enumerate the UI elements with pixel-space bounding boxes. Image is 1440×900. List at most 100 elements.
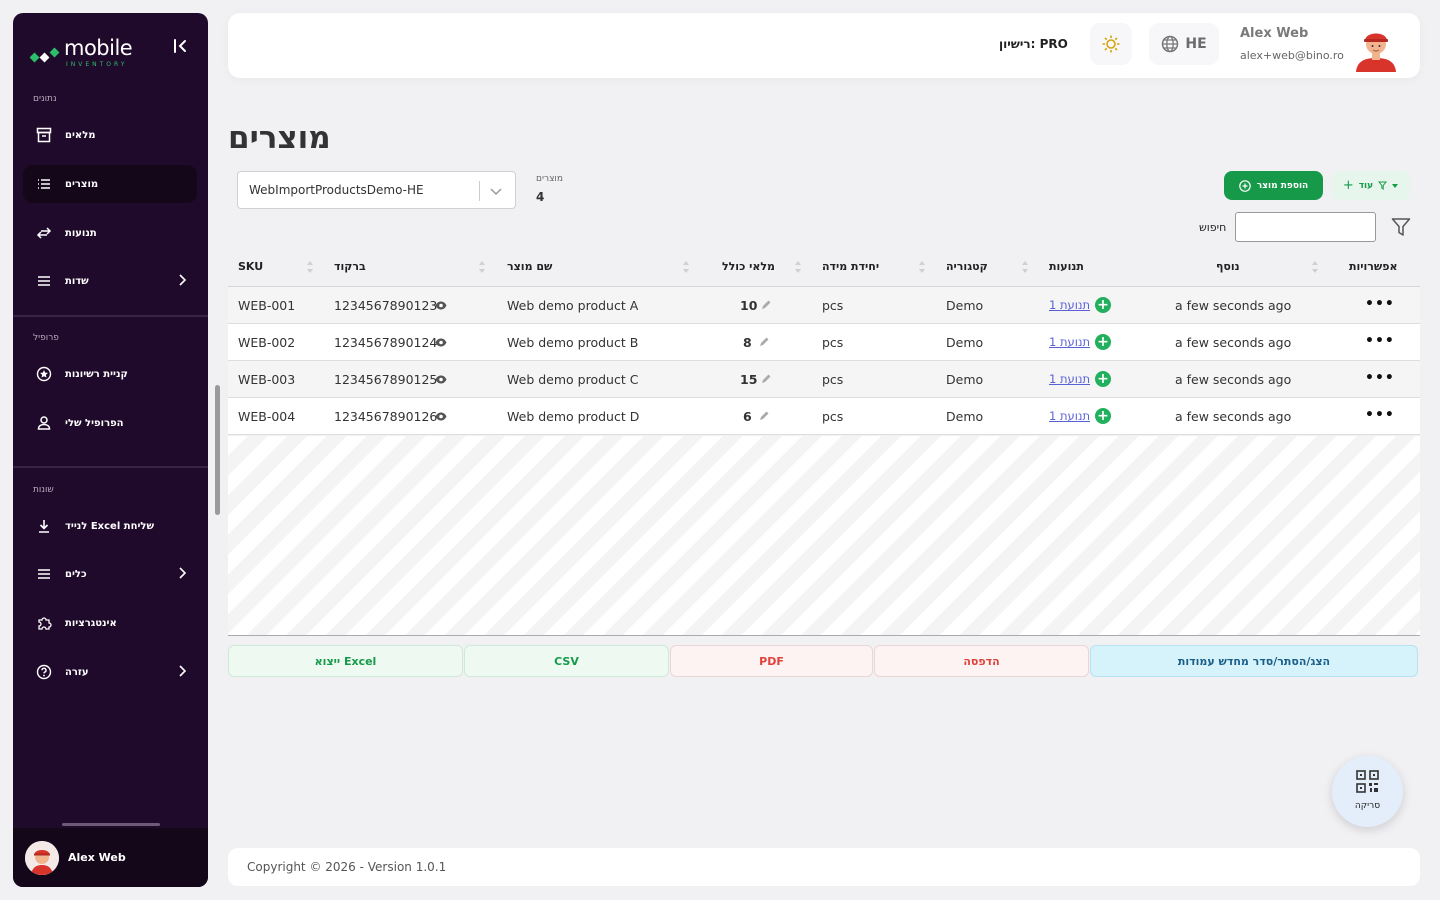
collapse-sidebar-button[interactable] [171, 37, 189, 55]
cell-total-stock: 6 [743, 409, 752, 424]
export-csv-button[interactable]: CSV [464, 645, 669, 677]
table-row[interactable]: WEB-004 1234567890126 Web demo product D… [228, 398, 1420, 435]
sidebar-item-integrations[interactable]: אינטגרציות [23, 604, 197, 642]
sidebar-item-fields[interactable]: שדות [23, 262, 197, 300]
language-button[interactable]: HE [1149, 23, 1219, 65]
eye-icon[interactable] [435, 338, 447, 347]
logo-text: mobile [64, 36, 133, 60]
cell-category: Demo [946, 372, 984, 387]
cell-unit: pcs [822, 335, 844, 350]
cell-added: a few seconds ago [1175, 298, 1292, 313]
cell-total-stock: 15 [740, 372, 758, 387]
chevron-down-icon [490, 188, 502, 196]
table-row[interactable]: WEB-003 1234567890125 Web demo product C… [228, 361, 1420, 398]
print-button[interactable]: הדפסה [874, 645, 1089, 677]
sidebar: mobile INVENTORY נתונים מלאים מוצרים תנו… [13, 13, 208, 887]
app-logo[interactable]: mobile INVENTORY [29, 36, 144, 73]
sidebar-scrollbar[interactable] [62, 823, 160, 826]
sidebar-item-buy-licenses[interactable]: קניית רשיונות [23, 355, 197, 393]
page-scrollbar[interactable] [215, 385, 220, 515]
table-row[interactable]: WEB-002 1234567890124 Web demo product B… [228, 324, 1420, 361]
column-header-total-stock[interactable]: מלאי כולל [722, 260, 776, 273]
eye-icon[interactable] [435, 301, 447, 310]
row-options-icon[interactable]: ••• [1365, 333, 1395, 349]
cell-product-name: Web demo product A [507, 298, 639, 313]
column-header-category[interactable]: קטגוריה [946, 260, 988, 273]
scan-button[interactable]: סריקה [1332, 756, 1403, 827]
caret-down-icon [1392, 183, 1399, 188]
help-icon [35, 663, 53, 681]
sort-icon[interactable] [478, 259, 486, 275]
more-button[interactable]: + עוד [1331, 171, 1410, 200]
list-icon [35, 175, 53, 193]
cell-added: a few seconds ago [1175, 409, 1292, 424]
pencil-icon[interactable] [758, 410, 770, 422]
column-header-barcode[interactable]: ברקוד [334, 260, 366, 273]
sort-icon[interactable] [1311, 259, 1319, 275]
row-options-icon[interactable]: ••• [1365, 407, 1395, 423]
cell-product-name: Web demo product B [507, 335, 639, 350]
movements-link[interactable]: 1 תנועת [1049, 335, 1091, 349]
table-row[interactable]: WEB-001 1234567890123 Web demo product A… [228, 287, 1420, 324]
filter-icon[interactable] [1391, 217, 1411, 237]
eye-icon[interactable] [435, 412, 447, 421]
movements-link[interactable]: 1 תנועת [1049, 409, 1091, 423]
sidebar-item-help[interactable]: עזרה [23, 653, 197, 691]
language-code: HE [1185, 36, 1207, 52]
pencil-icon[interactable] [760, 299, 772, 311]
add-product-button[interactable]: הוספת מוצר [1224, 171, 1323, 200]
row-options-icon[interactable]: ••• [1365, 296, 1395, 312]
row-options-icon[interactable]: ••• [1365, 370, 1395, 386]
sort-icon[interactable] [794, 259, 802, 275]
column-header-sku[interactable]: SKU [238, 260, 264, 273]
sort-icon[interactable] [306, 259, 314, 275]
column-header-unit[interactable]: יחידת מידה [822, 260, 880, 273]
sidebar-item-send-excel[interactable]: לנייד Excel שליחת [23, 507, 197, 545]
cell-barcode: 1234567890123 [334, 298, 438, 313]
sidebar-item-stock[interactable]: מלאים [23, 116, 197, 154]
table-header: SKU ברקוד שם מוצר מלאי כולל יחידת מידה ק… [228, 250, 1420, 287]
sidebar-item-products[interactable]: מוצרים [23, 165, 197, 203]
movements-link[interactable]: 1 תנועת [1049, 298, 1091, 312]
sidebar-divider [13, 315, 208, 317]
sort-icon[interactable] [1021, 259, 1029, 275]
add-movement-icon[interactable]: + [1095, 334, 1111, 350]
globe-icon [1162, 35, 1179, 53]
search-input[interactable] [1235, 212, 1376, 242]
cell-category: Demo [946, 298, 984, 313]
header-user-email: alex+web@bino.ro [1240, 49, 1344, 62]
section-title-data: נתונים [33, 94, 57, 104]
movements-link[interactable]: 1 תנועת [1049, 372, 1091, 386]
add-movement-icon[interactable]: + [1095, 371, 1111, 387]
cell-unit: pcs [822, 409, 844, 424]
avatar[interactable] [1354, 22, 1398, 72]
sort-icon[interactable] [918, 259, 926, 275]
sidebar-item-movements[interactable]: תנועות [23, 214, 197, 252]
column-header-added[interactable]: נוסף [1216, 260, 1240, 273]
theme-toggle-button[interactable] [1090, 23, 1132, 65]
cell-category: Demo [946, 335, 984, 350]
sidebar-item-tools[interactable]: כלים [23, 555, 197, 593]
warehouse-select[interactable]: WebImportProductsDemo-HE [237, 171, 516, 209]
pencil-icon[interactable] [758, 336, 770, 348]
eye-icon[interactable] [435, 375, 447, 384]
sidebar-item-label: שדות [65, 275, 89, 287]
column-header-product-name[interactable]: שם מוצר [507, 260, 553, 273]
export-excel-button[interactable]: ייצוא Excel [228, 645, 463, 677]
add-movement-icon[interactable]: + [1095, 297, 1111, 313]
cell-sku: WEB-002 [238, 335, 296, 350]
puzzle-icon [35, 614, 53, 632]
sort-icon[interactable] [682, 259, 690, 275]
export-pdf-button[interactable]: PDF [670, 645, 873, 677]
cell-product-name: Web demo product C [507, 372, 639, 387]
transfer-arrows-icon [35, 224, 53, 242]
add-movement-icon[interactable]: + [1095, 408, 1111, 424]
sidebar-item-label: קניית רשיונות [65, 368, 128, 380]
pencil-icon[interactable] [760, 373, 772, 385]
sidebar-item-label: לנייד Excel שליחת [65, 520, 155, 532]
column-visibility-button[interactable]: הצג/הסתר/סדר מחדש עמודות [1090, 645, 1418, 677]
sidebar-item-my-profile[interactable]: הפרופיל שלי [23, 404, 197, 442]
sidebar-user[interactable]: Alex Web [13, 828, 208, 887]
sidebar-item-label: מלאים [65, 129, 96, 141]
sun-icon [1102, 35, 1120, 53]
